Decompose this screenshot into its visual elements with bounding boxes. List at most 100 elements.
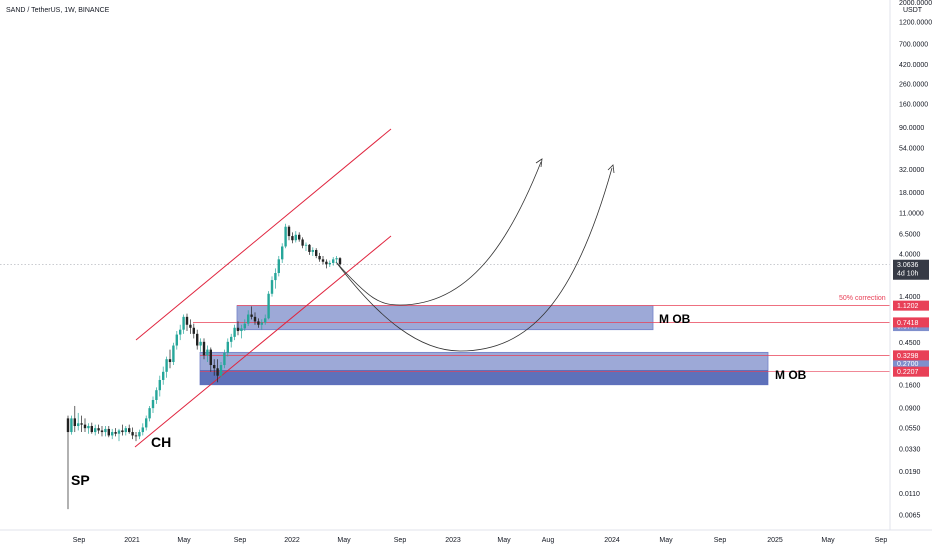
candle-body (233, 327, 236, 337)
time-tick: Sep (234, 537, 247, 544)
candle-body (182, 316, 185, 330)
time-tick: May (821, 537, 835, 544)
candle-body (240, 328, 243, 332)
candle-body (151, 399, 155, 409)
candle-body (111, 432, 114, 436)
projection-arrowhead-far (607, 164, 615, 174)
price-tag-label: 1.1202 (897, 303, 919, 310)
order-block-label-lower: M OB (775, 368, 807, 382)
price-tag-label: 0.3298 (897, 353, 919, 360)
candle-body (77, 423, 80, 427)
candle-body (335, 258, 338, 260)
candle-body (138, 432, 141, 437)
candle-body (264, 318, 267, 323)
annotation-ch: CH (151, 434, 171, 450)
price-tick: 90.0000 (899, 125, 924, 132)
time-tick: May (337, 537, 351, 544)
candle-body (304, 244, 308, 246)
candle-body (270, 280, 274, 294)
time-tick: Aug (542, 537, 555, 544)
candle-body (226, 341, 229, 353)
candles (66, 223, 342, 510)
candle-body (308, 244, 311, 252)
candle-body (328, 262, 331, 265)
candle-body (114, 432, 117, 434)
candle-body (209, 349, 212, 366)
candle-body (128, 428, 131, 433)
candle-body (253, 316, 257, 322)
projection-arrowhead-near (535, 158, 543, 168)
candle-body (274, 273, 277, 281)
chart-title: SAND / TetherUS, 1W, BINANCE (6, 7, 110, 14)
price-tick: 420.0000 (899, 62, 928, 69)
current-price-label: 3.0636 (897, 262, 919, 269)
price-tick: 0.0065 (899, 513, 921, 520)
candle-body (189, 324, 192, 328)
candle-body (117, 430, 121, 434)
candle-body (121, 430, 124, 433)
current-price-tag (893, 259, 929, 280)
candle-body (90, 426, 93, 433)
time-tick: 2022 (284, 537, 300, 544)
price-tag-muted-label: 0.2700 (897, 361, 919, 368)
channel-lower-line (134, 235, 392, 448)
price-tick: 0.0330 (899, 446, 921, 453)
candle-body (107, 428, 110, 436)
candle-body (311, 250, 314, 252)
order-block-lower-core (200, 370, 768, 385)
price-tick: 0.0550 (899, 426, 921, 433)
candle-body (281, 246, 284, 260)
projection-curve-far (335, 167, 613, 352)
candle-body (291, 236, 294, 241)
candle-body (192, 327, 195, 334)
candle-body (199, 341, 202, 346)
time-tick: May (177, 537, 191, 544)
time-tick: Sep (714, 537, 727, 544)
price-tick: 1.4000 (899, 294, 921, 301)
candle-body (267, 293, 270, 319)
candle-body (165, 359, 168, 372)
candle-body (321, 259, 325, 262)
price-tick: 18.0000 (899, 190, 924, 197)
candle-body (287, 226, 291, 237)
projection-curve-near (335, 161, 542, 306)
price-tag-label: 0.2207 (897, 369, 919, 376)
price-tick: 32.0000 (899, 167, 924, 174)
time-tick: 2023 (445, 537, 461, 544)
time-tick: 2021 (124, 537, 140, 544)
time-tick: Sep (73, 537, 86, 544)
candle-body (80, 423, 83, 425)
candle-body (236, 327, 240, 332)
candle-body (73, 418, 76, 427)
price-tag (893, 317, 929, 328)
candle-body (338, 258, 342, 265)
order-block-label-upper: M OB (659, 312, 691, 326)
candle-body (158, 379, 161, 391)
candle-body (87, 426, 90, 429)
time-tick: Sep (394, 537, 407, 544)
candle-body (294, 234, 297, 241)
candle-body (172, 345, 175, 363)
candle-body (219, 365, 223, 376)
candle-body (325, 261, 328, 265)
price-tick: 700.0000 (899, 41, 928, 48)
candle-body (230, 336, 233, 342)
price-tick: 6.5000 (899, 232, 921, 239)
candle-body (243, 323, 246, 329)
candle-body (83, 424, 87, 429)
candle-body (301, 239, 304, 246)
price-axis-ticks: 2000.0000 1200.0000 700.0000 420.0000 260.00… (899, 0, 932, 520)
candle-body (148, 408, 151, 419)
candle-body (70, 418, 73, 433)
time-tick: 2025 (767, 537, 783, 544)
candle-body (260, 322, 263, 325)
candle-body (216, 368, 219, 376)
candle-body (66, 418, 70, 433)
time-tick: May (497, 537, 511, 544)
time-axis-ticks: Sep 2021 May Sep 2022 May Sep 2023 May Aug 2024 May… (73, 537, 888, 544)
candle-body (162, 371, 165, 380)
candle-body (94, 428, 97, 433)
